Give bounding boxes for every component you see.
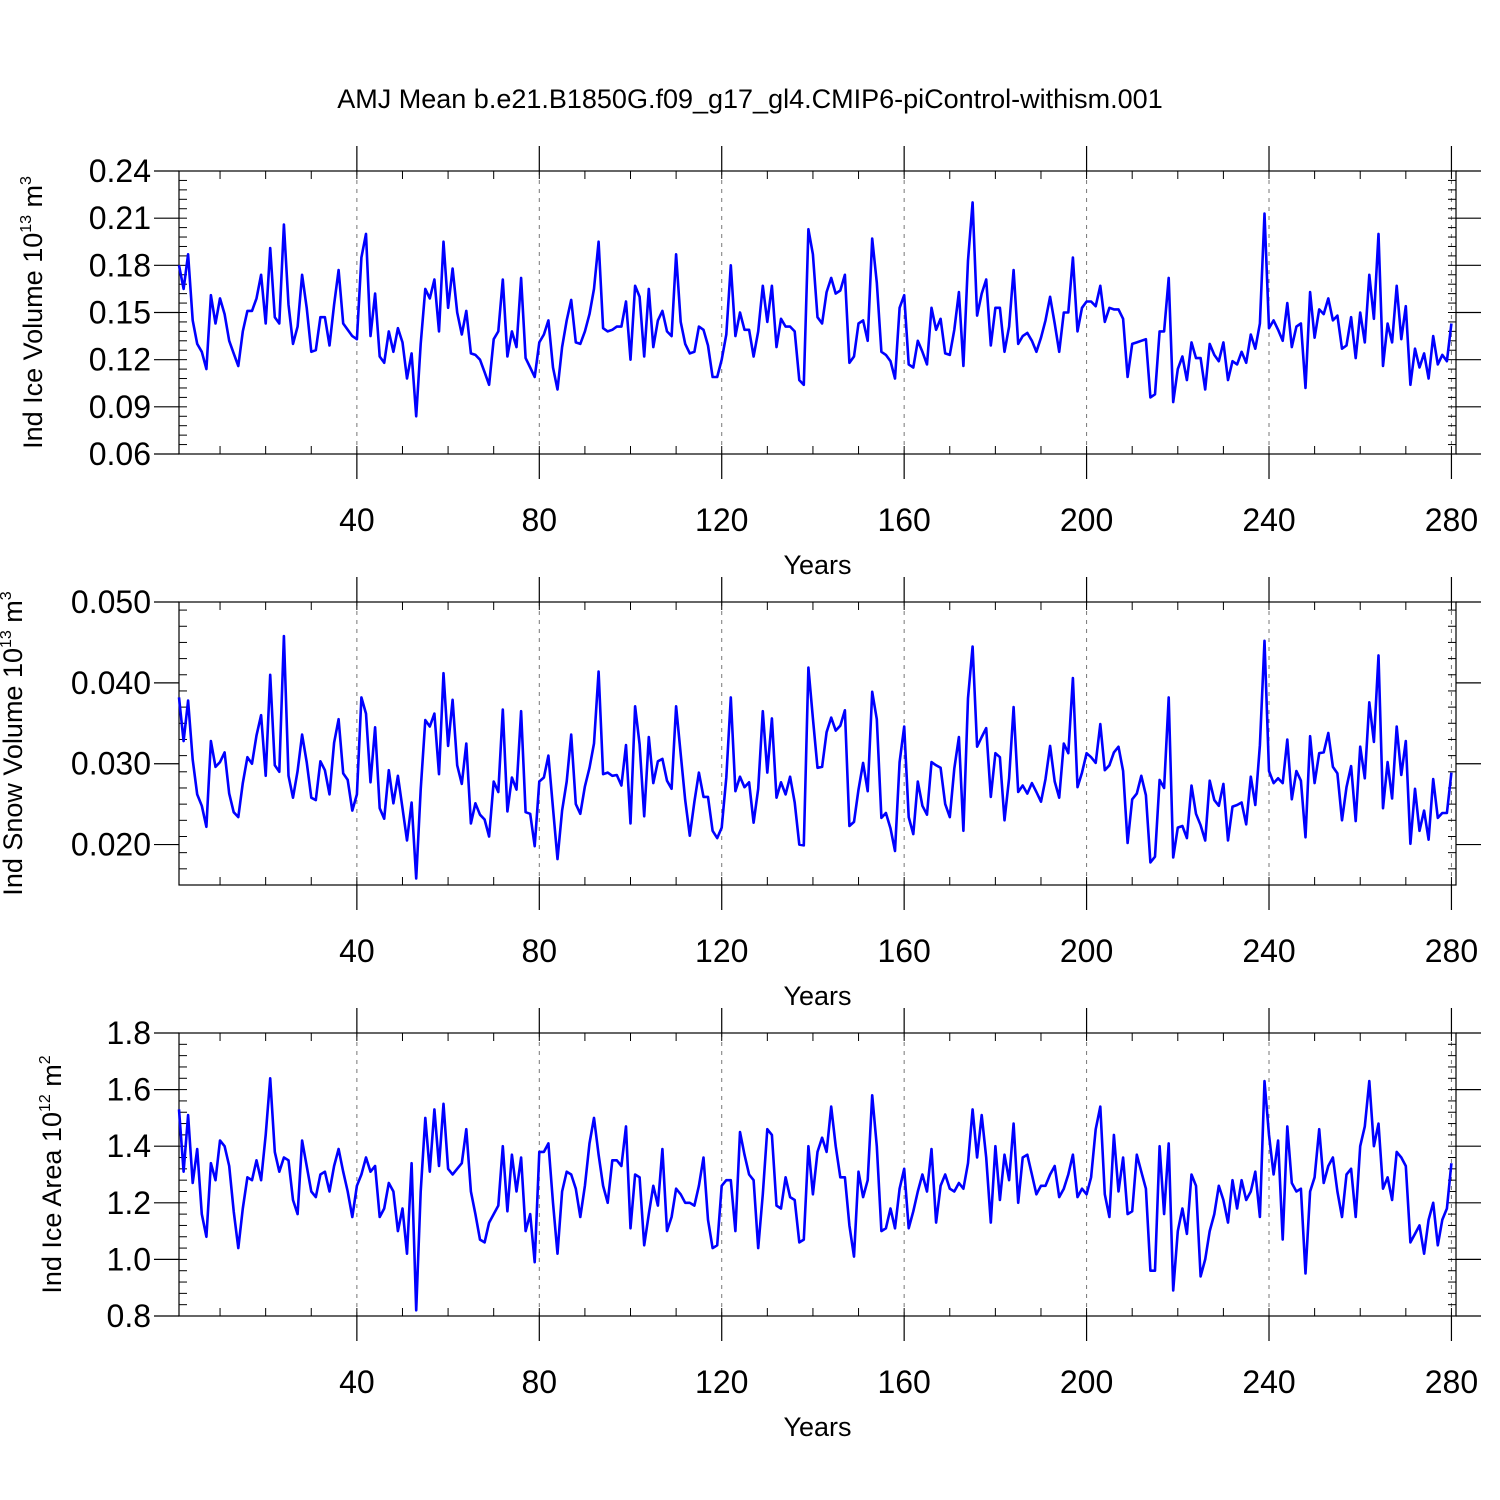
x-tick-label: 200: [1060, 933, 1113, 969]
x-tick-label: 120: [695, 933, 748, 969]
x-tick-label: 280: [1425, 933, 1478, 969]
x-axis-label: Years: [783, 1412, 851, 1442]
x-tick-label: 40: [339, 502, 375, 538]
x-tick-label: 80: [521, 933, 557, 969]
y-tick-label: 0.09: [89, 389, 151, 425]
x-tick-label: 240: [1242, 1364, 1295, 1400]
x-tick-label: 80: [521, 1364, 557, 1400]
x-tick-label: 160: [877, 502, 930, 538]
panel-2: 0.020 0.030 0.040 0.050 40 80 120 160 200 240 280 Y…: [0, 577, 1481, 1011]
y-tick-label: 1.2: [107, 1185, 151, 1221]
y-tick-label: 0.15: [89, 295, 151, 331]
y-tick-label: 0.050: [71, 584, 151, 620]
x-tick-label: 120: [695, 502, 748, 538]
y-tick-label: 1.4: [107, 1128, 151, 1164]
y-tick-label: 0.12: [89, 342, 151, 378]
x-tick-label: 160: [877, 1364, 930, 1400]
x-tick-label: 160: [877, 933, 930, 969]
y-tick-label: 0.030: [71, 746, 151, 782]
plot-frame: [178, 170, 1457, 455]
x-tick-label: 80: [521, 502, 557, 538]
x-tick-label: 200: [1060, 1364, 1113, 1400]
panel-1: 0.06 0.09 0.12 0.15 0.18 0.21 0.24 40 80 120 160 20…: [18, 146, 1481, 580]
x-tick-label: 240: [1242, 502, 1295, 538]
x-tick-label: 240: [1242, 933, 1295, 969]
panel-3: 0.8 1.0 1.2 1.4 1.6 1.8 40 80 120 160 200 240 280 Yea…: [37, 1008, 1481, 1442]
y-tick-label: 0.24: [89, 153, 151, 189]
y-tick-label: 0.8: [107, 1298, 151, 1334]
y-tick-label: 0.21: [89, 200, 151, 236]
y-tick-label: 0.06: [89, 436, 151, 472]
y-tick-label: 1.6: [107, 1072, 151, 1108]
x-tick-label: 280: [1425, 502, 1478, 538]
y-tick-label: 0.18: [89, 247, 151, 283]
x-tick-label: 120: [695, 1364, 748, 1400]
x-tick-label: 200: [1060, 502, 1113, 538]
x-tick-label: 280: [1425, 1364, 1478, 1400]
data-series-line: [177, 201, 1453, 418]
y-tick-label: 0.020: [71, 827, 151, 863]
data-series-line: [177, 634, 1453, 880]
panels: 0.06 0.09 0.12 0.15 0.18 0.21 0.24 40 80 120 160 20…: [0, 146, 1481, 1442]
y-tick-label: 1.8: [107, 1015, 151, 1051]
x-tick-label: 40: [339, 933, 375, 969]
plot-frame: [178, 1032, 1457, 1317]
plot-frame: [178, 601, 1457, 886]
x-axis-label: Years: [783, 981, 851, 1011]
y-axis-label: Ind Ice Volume 1013 m3: [18, 176, 48, 449]
y-axis-label: Ind Snow Volume 1013 m3: [0, 591, 28, 895]
chart-title: AMJ Mean b.e21.B1850G.f09_g17_gl4.CMIP6-…: [337, 84, 1162, 114]
y-tick-label: 1.0: [107, 1241, 151, 1277]
data-series-line: [177, 1077, 1453, 1312]
y-tick-label: 0.040: [71, 665, 151, 701]
y-axis-label: Ind Ice Area 1012 m2: [37, 1055, 67, 1293]
x-tick-label: 40: [339, 1364, 375, 1400]
x-axis-label: Years: [783, 550, 851, 580]
